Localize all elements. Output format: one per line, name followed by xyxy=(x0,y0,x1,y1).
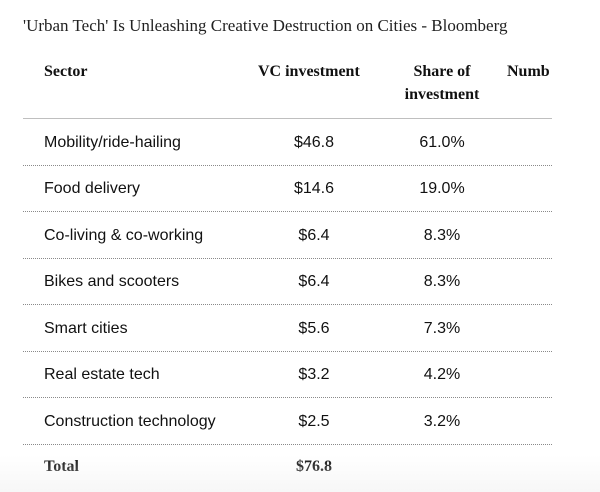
row-divider xyxy=(23,258,552,259)
cell-sector: Real estate tech xyxy=(44,366,160,383)
row-divider xyxy=(23,211,552,212)
row-divider xyxy=(23,304,552,305)
total-vc-investment: $76.8 xyxy=(296,458,332,475)
table-row: Construction technology $2.5 3.2% xyxy=(23,399,552,445)
cell-sector: Bikes and scooters xyxy=(44,273,180,290)
cell-vc-investment: $14.6 xyxy=(293,180,335,197)
cell-sector: Construction technology xyxy=(44,413,216,430)
page-title: 'Urban Tech' Is Unleashing Creative Dest… xyxy=(23,16,508,35)
column-header-share-line1: Share of xyxy=(413,63,471,80)
column-header-number: Numb xyxy=(507,63,550,80)
table-row: Mobility/ride-hailing $46.8 61.0% xyxy=(23,120,552,166)
cell-share: 8.3% xyxy=(423,273,461,290)
column-header-vc-investment: VC investment xyxy=(258,63,360,80)
cell-vc-investment: $3.2 xyxy=(298,366,330,383)
cell-sector: Smart cities xyxy=(44,320,128,337)
row-divider xyxy=(23,397,552,398)
cell-sector: Mobility/ride-hailing xyxy=(44,134,181,151)
column-header-sector: Sector xyxy=(44,63,88,80)
column-header-share: Share of investment xyxy=(392,60,492,106)
table-row: Food delivery $14.6 19.0% xyxy=(23,166,552,212)
table-row: Smart cities $5.6 7.3% xyxy=(23,306,552,352)
row-divider xyxy=(23,165,552,166)
cell-sector: Food delivery xyxy=(44,180,141,197)
cell-share: 19.0% xyxy=(419,180,465,197)
table-row: Bikes and scooters $6.4 8.3% xyxy=(23,259,552,305)
cell-vc-investment: $6.4 xyxy=(298,227,330,244)
cell-vc-investment: $6.4 xyxy=(298,273,330,290)
cell-share: 7.3% xyxy=(423,320,461,337)
table-row: Co-living & co-working $6.4 8.3% xyxy=(23,213,552,259)
cell-vc-investment: $2.5 xyxy=(298,413,330,430)
total-row: Total $76.8 xyxy=(23,445,552,492)
total-label: Total xyxy=(44,458,79,475)
row-divider xyxy=(23,351,552,352)
cell-share: 8.3% xyxy=(423,227,461,244)
cell-vc-investment: $46.8 xyxy=(293,134,335,151)
cell-vc-investment: $5.6 xyxy=(298,320,330,337)
column-header-share-line2: investment xyxy=(404,86,480,103)
row-divider xyxy=(23,444,552,445)
cell-share: 4.2% xyxy=(423,366,461,383)
cell-share: 61.0% xyxy=(419,134,465,151)
cell-sector: Co-living & co-working xyxy=(44,227,204,244)
table-row: Real estate tech $3.2 4.2% xyxy=(23,352,552,398)
cell-share: 3.2% xyxy=(423,413,461,430)
header-divider xyxy=(23,118,552,119)
